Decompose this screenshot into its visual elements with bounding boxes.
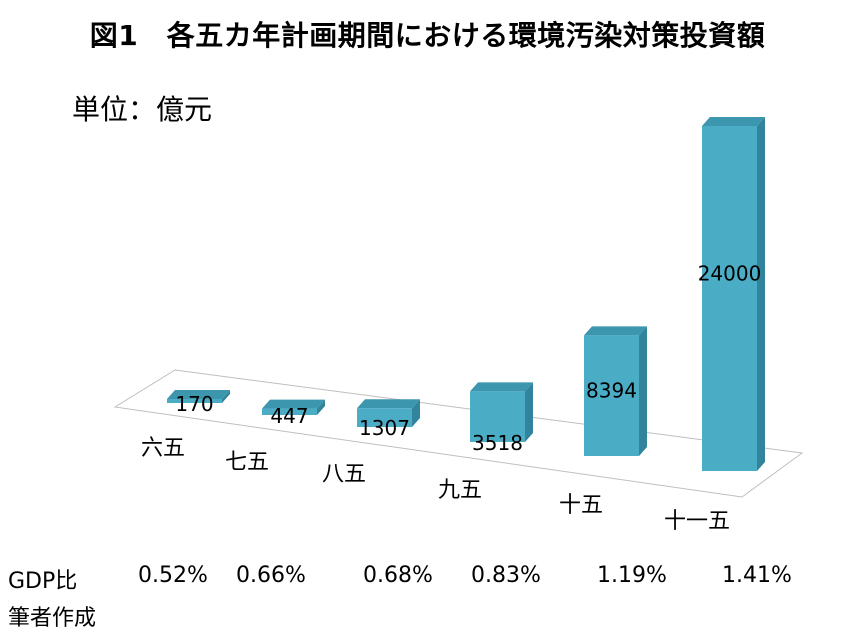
bars-group xyxy=(167,117,765,471)
gdp-ratio-row: GDP比 0.52% 0.66% 0.68% 0.83% 1.19% 1.41% xyxy=(0,563,855,594)
bar-top xyxy=(584,326,647,336)
category-label: 九五 xyxy=(438,478,482,503)
bar xyxy=(167,390,230,403)
value-labels-group: 170 447 1307 3518 8394 24000 xyxy=(175,262,761,456)
bar xyxy=(357,399,420,427)
gdp-ratio-value: 0.83% xyxy=(471,563,541,588)
gdp-ratio-value: 0.66% xyxy=(236,563,306,588)
bar-side xyxy=(757,117,765,471)
bar-top xyxy=(357,399,420,409)
unit-label: 単位：億元 xyxy=(72,93,213,126)
bar-top xyxy=(702,117,765,126)
bar-front xyxy=(167,399,222,403)
bar-top xyxy=(167,390,230,399)
bar xyxy=(470,382,533,442)
bar-top xyxy=(470,382,533,392)
category-label: 十五 xyxy=(559,493,603,518)
bar-front xyxy=(702,126,757,471)
bar-side xyxy=(525,382,533,442)
source-note: 筆者作成 xyxy=(8,606,97,631)
chart-title: 図1 各五カ年計画期間における環境汚染対策投資額 xyxy=(89,19,766,52)
bar xyxy=(262,399,325,415)
gdp-ratio-value: 0.52% xyxy=(138,563,208,588)
data-label: 8394 xyxy=(586,379,637,403)
bar-front xyxy=(470,391,525,442)
category-label: 八五 xyxy=(322,462,366,487)
gdp-ratio-value: 1.19% xyxy=(597,563,667,588)
gdp-ratio-value: 1.41% xyxy=(722,563,792,588)
data-label: 24000 xyxy=(698,262,762,286)
data-label: 3518 xyxy=(472,431,523,455)
bar-side xyxy=(317,399,325,415)
category-label: 十一五 xyxy=(664,509,730,534)
bar-side xyxy=(412,399,420,427)
bar-side xyxy=(639,326,647,456)
bar-front xyxy=(584,335,639,456)
data-label: 447 xyxy=(270,404,308,428)
bar xyxy=(702,117,765,471)
bar-front xyxy=(357,408,412,427)
gdp-ratio-label: GDP比 xyxy=(8,569,78,594)
chart-floor xyxy=(113,369,804,498)
bar-top xyxy=(262,399,325,409)
category-label: 六五 xyxy=(141,436,185,461)
bar xyxy=(584,326,647,456)
bar-front xyxy=(262,408,317,415)
data-label: 170 xyxy=(175,392,213,416)
data-label: 1307 xyxy=(359,416,410,440)
bar-side xyxy=(222,390,230,403)
gdp-ratio-value: 0.68% xyxy=(363,563,433,588)
category-label: 七五 xyxy=(225,450,269,475)
